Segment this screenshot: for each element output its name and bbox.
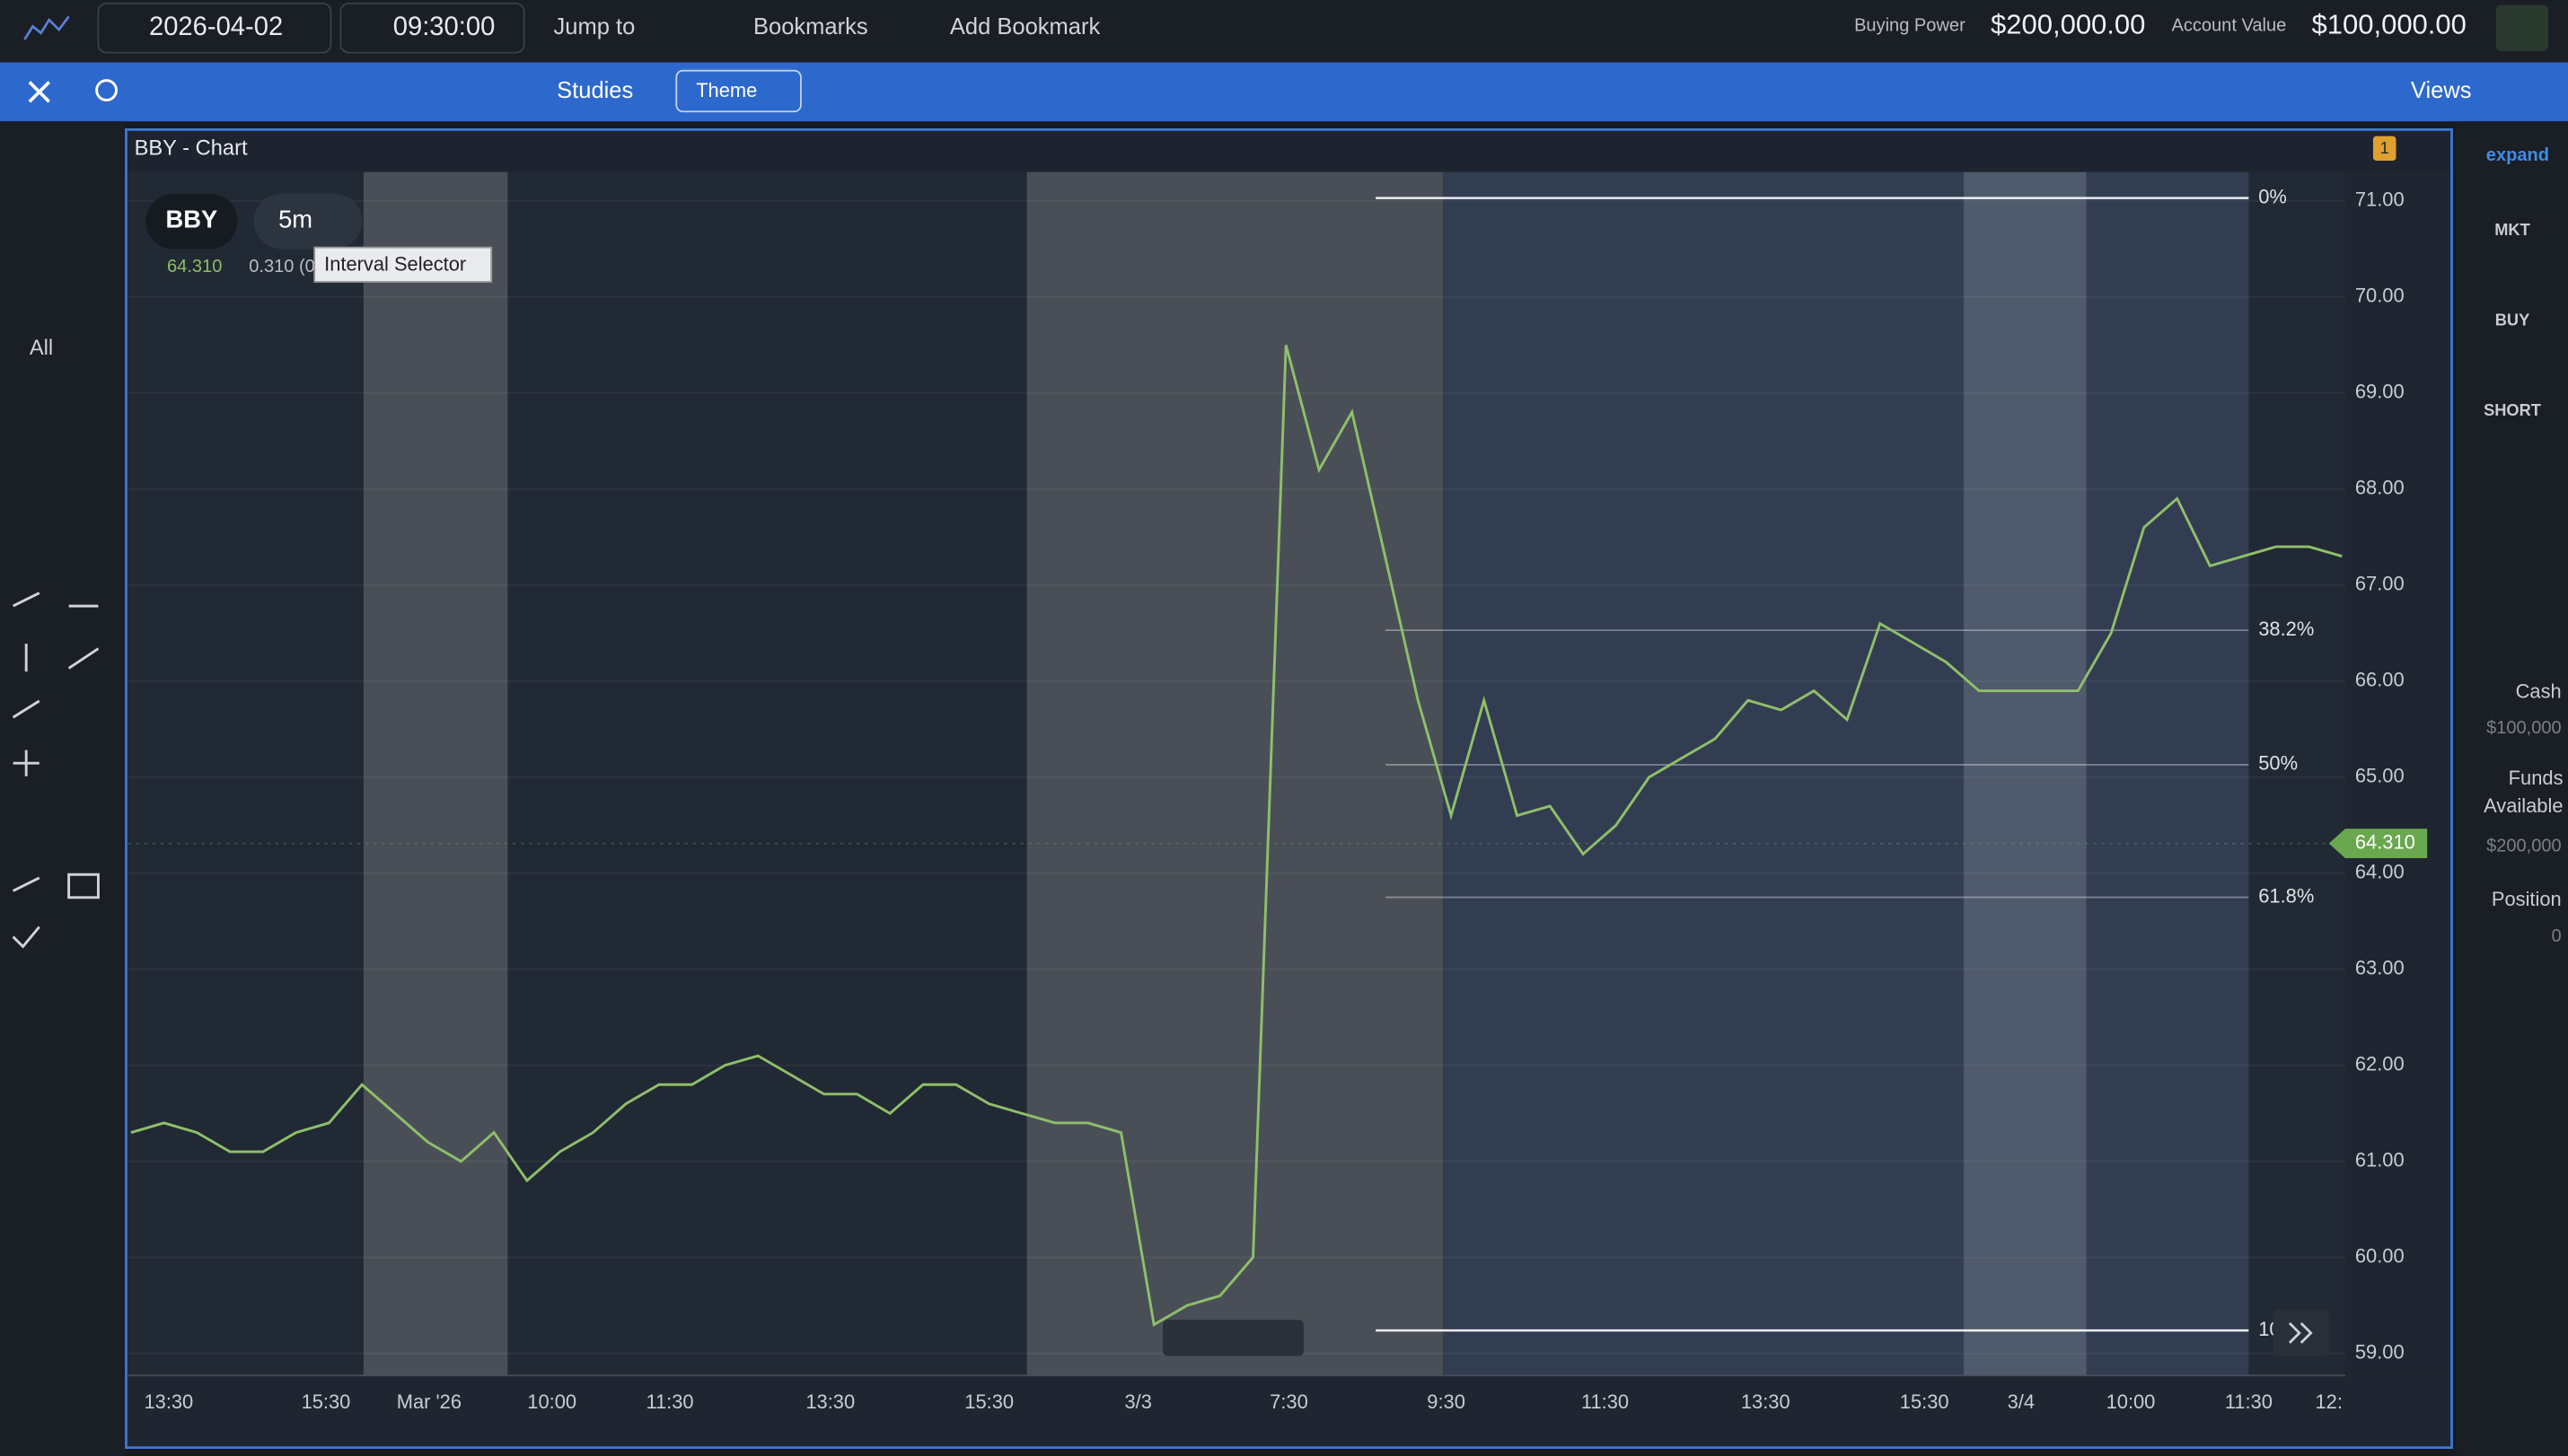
theme[interactable]: Theme: [696, 79, 757, 101]
chart-header: [128, 131, 2450, 171]
y-tick-label: 69.00: [2355, 381, 2405, 403]
funds: $200,000: [2486, 837, 2562, 856]
mkt[interactable]: MKT: [2494, 220, 2529, 239]
side-panel: [2456, 121, 2568, 1456]
x-tick-label: 13:30: [144, 1390, 193, 1413]
tooltip: Interval Selector: [324, 253, 466, 276]
x-tick-label: 10:00: [527, 1390, 576, 1413]
time-field[interactable]: [339, 2, 525, 54]
x-tick-label: 12:: [2315, 1390, 2342, 1413]
chart-title: BBY - Chart: [135, 136, 248, 160]
y-axis-bg: [2344, 171, 2450, 1376]
sessions: [128, 171, 2345, 1376]
x-tick-label: Mar '26: [397, 1390, 462, 1413]
y-tick-label: 65.00: [2355, 765, 2405, 787]
account-value-label: Account Value: [2171, 16, 2286, 36]
y-tick-label: 59.00: [2355, 1341, 2405, 1364]
fib-label: 50%: [2258, 752, 2298, 775]
theme-button[interactable]: [675, 69, 802, 113]
studies[interactable]: Studies: [557, 78, 633, 103]
y-tick-label: 64.00: [2355, 861, 2405, 883]
x-tick-label: 13:30: [805, 1390, 855, 1413]
x-tick-label: 7:30: [1270, 1390, 1308, 1413]
cash-label: Cash: [2516, 680, 2562, 703]
x-tick-label: 15:30: [302, 1390, 351, 1413]
x-tick-label: 11:30: [646, 1390, 693, 1413]
buying-power: $200,000.00: [1991, 9, 2145, 40]
y-tick-label: 63.00: [2355, 957, 2405, 979]
session-ext: [1963, 171, 2087, 1376]
funds-label: Funds Available: [2484, 766, 2564, 818]
time: 09:30:00: [393, 13, 496, 41]
session-ext: [363, 171, 508, 1376]
views[interactable]: Views: [2411, 78, 2472, 103]
x-tick-label: 15:30: [964, 1390, 1014, 1413]
add-bookmark[interactable]: Add Bookmark: [950, 14, 1101, 39]
tool-filter[interactable]: All: [30, 337, 53, 360]
x-tick-label: 11:30: [1581, 1390, 1629, 1413]
y-tick-label: 68.00: [2355, 477, 2405, 499]
tool-icons: [12, 592, 100, 949]
short[interactable]: SHORT: [2484, 400, 2541, 419]
x-tick-label: 3/3: [1124, 1390, 1151, 1413]
session-ext: [1026, 171, 1443, 1376]
x-tick-label: 3/4: [2008, 1390, 2035, 1413]
account-value: $100,000.00: [2312, 9, 2467, 40]
x-tick-label: 9:30: [1427, 1390, 1465, 1413]
buying-power-label: Buying Power: [1854, 16, 1966, 36]
y-tick-label: 60.00: [2355, 1245, 2405, 1267]
y-tick-label: 62.00: [2355, 1053, 2405, 1075]
position: 0: [2552, 926, 2562, 946]
left-toolbar: [0, 121, 125, 1456]
symbol-pill[interactable]: [145, 193, 238, 250]
y-tick-label: 71.00: [2355, 189, 2405, 211]
y-tick-label: 67.00: [2355, 573, 2405, 595]
x-tick-label: 15:30: [1900, 1390, 1949, 1413]
fib-label: 0%: [2258, 185, 2287, 207]
fib-label: 38.2%: [2258, 618, 2314, 640]
x-tick-label: 10:00: [2106, 1390, 2156, 1413]
funds-label-box: Funds Available: [2484, 766, 2564, 818]
jump-to[interactable]: Jump to: [554, 14, 636, 39]
current-price-label: 64.310: [2355, 830, 2415, 853]
x-tick-label: 11:30: [2225, 1390, 2273, 1413]
y-tick-label: 66.00: [2355, 669, 2405, 691]
expand[interactable]: expand: [2486, 145, 2549, 165]
interval-pill[interactable]: [253, 193, 363, 250]
y-tick-label: 70.00: [2355, 285, 2405, 307]
y-tick-label: 61.00: [2355, 1149, 2405, 1171]
tool-bar: [0, 62, 2568, 122]
logo[interactable]: [23, 15, 70, 40]
interval[interactable]: 5m: [278, 206, 312, 233]
session-reg: [2086, 171, 2249, 1376]
date-field[interactable]: [97, 2, 332, 54]
current-price-tag: [2328, 829, 2428, 859]
last-price: 64.310: [167, 257, 222, 276]
zoom-controls[interactable]: [1163, 1320, 1304, 1356]
x-tick-label: 13:30: [1741, 1390, 1790, 1413]
cash: $100,000: [2486, 718, 2562, 738]
buy[interactable]: BUY: [2495, 311, 2529, 329]
bookmarks[interactable]: Bookmarks: [753, 14, 868, 39]
price-line: [130, 344, 2343, 1327]
tooltip-box: [313, 246, 493, 283]
change: 0.310 (0: [249, 257, 315, 276]
symbol[interactable]: BBY: [166, 206, 218, 233]
account-icon[interactable]: [2495, 4, 2549, 51]
date: 2026-04-02: [149, 13, 283, 41]
badge-box: [2372, 136, 2397, 161]
badge: 1: [2380, 138, 2389, 157]
session-reg: [1442, 171, 1964, 1376]
search-icon[interactable]: [95, 79, 118, 101]
scroll-icon: [2288, 1322, 2313, 1344]
close-icon[interactable]: [28, 81, 51, 103]
fib-label: 61.8%: [2258, 884, 2314, 907]
position-label: Position: [2492, 888, 2562, 910]
tool-glyphs[interactable]: [12, 592, 100, 949]
